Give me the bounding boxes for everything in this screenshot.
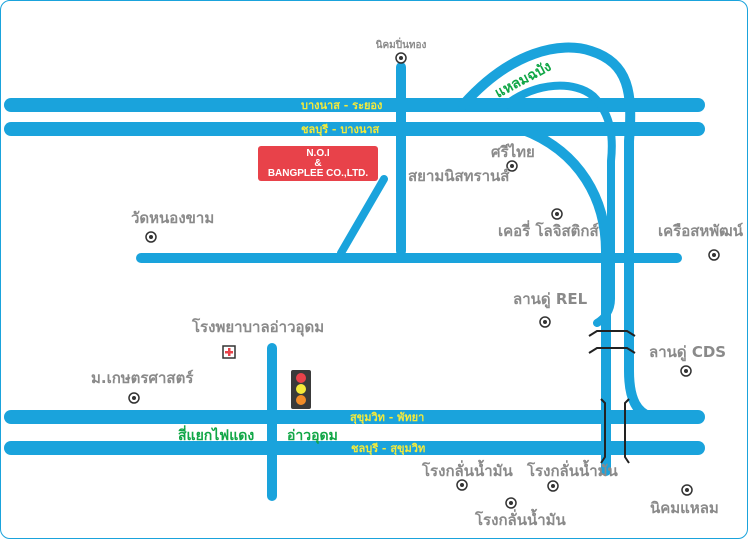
landmark-dot-icon xyxy=(505,497,517,509)
road-laem-chabang-outer xyxy=(458,42,656,422)
road-curve-to-middle xyxy=(516,124,611,476)
company-name-line1: N.O.I xyxy=(306,147,330,159)
landmark-dot-icon xyxy=(708,249,720,261)
label-wat-nong-kham: วัดหนองขาม xyxy=(131,209,214,227)
label-kerry-logistics: เคอรี่ โลจิสติกส์ xyxy=(498,220,599,240)
landmark-dot-icon xyxy=(680,365,692,377)
label-refinery-1: โรงกลั่นน้ำมัน xyxy=(421,459,514,480)
landmark-dot-icon xyxy=(145,231,157,243)
landmark-dot-icon xyxy=(681,484,693,496)
label-chonburi-sukhumvit: ชลบุรี - สุขุมวิท xyxy=(351,442,425,456)
company-name-line2: & xyxy=(314,157,322,169)
company-name-line3: BANGPLEE CO.,LTD. xyxy=(267,167,369,179)
landmark-dot-icon xyxy=(547,480,559,492)
label-landu-rel: ลานดู่ REL xyxy=(513,290,588,309)
label-hospital-ao-udom: โรงพยาบาลอ่าวอุดม xyxy=(191,317,324,337)
landmark-dot-icon xyxy=(551,208,563,220)
label-sukhumvit-pattaya: สุขุมวิท - พัทยา xyxy=(350,411,424,425)
landmark-dot-icon xyxy=(128,392,140,404)
landmark-dots xyxy=(128,52,720,509)
label-landu-cds: ลานดู่ CDS xyxy=(649,343,726,362)
label-si-yaek-fai-daeng: สี่แยกไฟแดง xyxy=(178,425,255,444)
road-network xyxy=(4,42,705,501)
label-refinery-2: โรงกลั่นน้ำมัน xyxy=(526,459,619,480)
label-mor-kasetsart: ม.เกษตรศาสตร์ xyxy=(91,369,194,387)
label-srithai: ศรีไทย xyxy=(491,142,535,161)
landmark-dot-icon xyxy=(395,52,407,64)
label-chonburi-bangna: ชลบุรี - บางนาส xyxy=(301,123,380,137)
company-label-box: N.O.I & BANGPLEE CO.,LTD. xyxy=(258,146,378,181)
landmark-dot-icon xyxy=(539,316,551,328)
label-nikhom-laem: นิคมแหลม xyxy=(650,499,719,517)
label-siam-nistran: สยามนิสทรานส์ xyxy=(408,167,510,185)
landmark-dot-icon xyxy=(506,160,518,172)
road-diagonal xyxy=(337,175,388,257)
hospital-cross-icon xyxy=(222,345,236,359)
label-refinery-3: โรงกลั่นน้ำมัน xyxy=(474,508,567,529)
label-ao-udom: อ่าวอุดม xyxy=(287,428,338,444)
bridge-icon xyxy=(588,330,636,464)
label-khrueasahaphat: เครือสหพัฒน์ xyxy=(658,222,744,240)
traffic-light-icon xyxy=(291,370,311,409)
landmark-dot-icon xyxy=(456,479,468,491)
label-nikhom-bonthong: นิคมปิ่นทอง xyxy=(376,37,427,51)
label-bangna-rayong: บางนาส - ระยอง xyxy=(301,99,382,112)
